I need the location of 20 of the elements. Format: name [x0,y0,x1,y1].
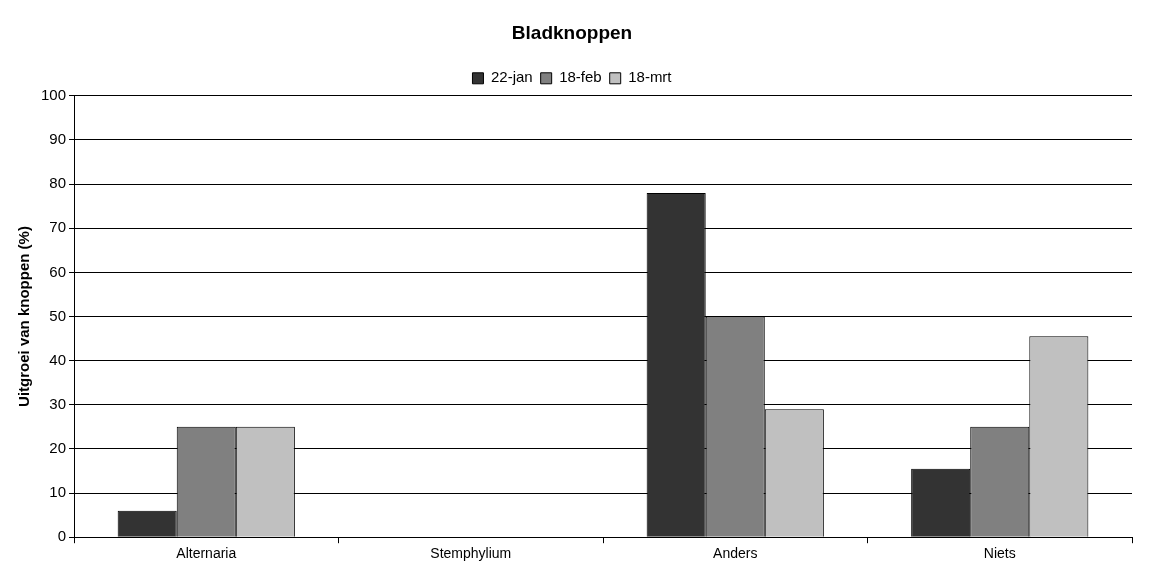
y-tick-label: 60 [49,262,67,280]
y-tick-label: 70 [49,218,67,236]
y-tick-label: 80 [49,174,67,192]
y-tick-label: 100 [41,85,67,103]
y-tick-label: 20 [49,439,67,457]
y-tick-label: 50 [49,306,67,324]
x-tick-label: Alternaria [176,545,237,562]
legend-label: 18-feb [559,68,602,86]
y-tick-label: 10 [49,483,67,501]
x-tick-label: Anders [713,545,758,562]
y-tick-label: 30 [49,394,67,412]
legend-label: 22-jan [490,68,533,86]
x-tick-label: Niets [983,545,1016,562]
y-tick-label: 90 [49,130,67,148]
y-axis-title: Uitgroei van knoppen (%) [15,226,33,407]
y-tick-label: 0 [57,527,67,545]
y-tick-label: 40 [49,350,67,368]
x-tick-label: Stemphylium [430,545,512,562]
chart-title: Bladknoppen [511,21,633,43]
legend-label: 18-mrt [628,68,673,86]
